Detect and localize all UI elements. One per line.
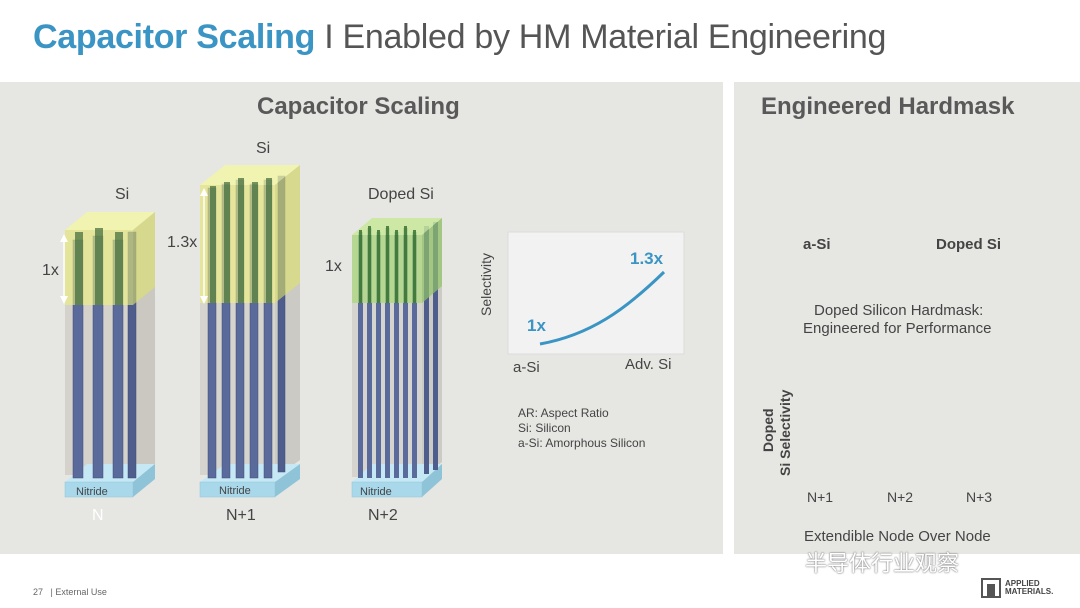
footer-text: | External Use — [50, 587, 107, 597]
col2-node-label: N+1 — [226, 507, 256, 524]
col1-top-label: Si — [115, 186, 130, 203]
col1-scale-label: 1x — [42, 262, 59, 279]
selectivity-start-label: 1x — [527, 316, 546, 335]
title-rest: I Enabled by HM Material Engineering — [315, 18, 887, 56]
doped-chart-tick-n2: N+2 — [887, 489, 914, 505]
col1-node-label: N — [92, 507, 104, 524]
col2-nitride-label: Nitride — [219, 485, 251, 497]
doped-chart-tick-n1: N+1 — [807, 489, 834, 505]
doped-chart-ylabel-line2: Si Selectivity — [777, 389, 793, 476]
capacitor-column-n1 — [199, 165, 300, 498]
page-number: 27 — [33, 587, 44, 597]
selectivity-ylabel: Selectivity — [478, 252, 494, 316]
applied-materials-logo-icon — [981, 578, 1001, 598]
selectivity-x-end: Adv. Si — [625, 356, 672, 373]
watermark: 半导体行业观察 — [805, 551, 960, 576]
doped-chart-xlabel: Extendible Node Over Node — [804, 528, 991, 545]
hardmask-caption-line2: Engineered for Performance — [803, 320, 992, 337]
selectivity-x-start: a-Si — [513, 359, 540, 376]
col3-top-label: Doped Si — [368, 186, 434, 203]
brand-line1: APPLIED — [1005, 579, 1040, 588]
slide-title: Capacitor Scaling I Enabled by HM Materi… — [33, 18, 886, 57]
brand-line2: MATERIALS. — [1005, 587, 1054, 596]
col3-nitride-label: Nitride — [360, 486, 392, 498]
doped-chart-ylabel-line1: Doped — [760, 408, 776, 452]
selectivity-chart — [507, 231, 685, 355]
note-aspect-ratio: AR: Aspect Ratio — [518, 406, 609, 420]
col3-node-label: N+2 — [368, 507, 398, 524]
col1-nitride-label: Nitride — [76, 486, 108, 498]
doped-si-cube-label: Doped Si — [936, 236, 1002, 253]
col3-scale-label: 1x — [325, 258, 342, 275]
doped-chart-tick-n3: N+3 — [966, 489, 993, 505]
title-highlight: Capacitor Scaling — [33, 18, 316, 56]
col2-top-label: Si — [256, 140, 271, 157]
capacitor-scaling-title: Capacitor Scaling — [257, 93, 460, 120]
selectivity-end-label: 1.3x — [630, 249, 664, 268]
note-amorphous-silicon: a-Si: Amorphous Silicon — [518, 436, 646, 450]
col2-scale-label: 1.3x — [167, 234, 198, 251]
note-silicon: Si: Silicon — [518, 421, 571, 435]
a-si-cube-label: a-Si — [803, 236, 831, 253]
hardmask-caption-line1: Doped Silicon Hardmask: — [814, 302, 984, 319]
capacitor-column-n — [60, 212, 155, 498]
engineered-hardmask-title: Engineered Hardmask — [761, 93, 1015, 120]
footer: 27 | External Use — [33, 587, 107, 597]
engineered-hardmask-panel — [734, 82, 1080, 554]
brand-logo: APPLIED MATERIALS. — [1005, 580, 1053, 596]
capacitor-column-n2 — [351, 218, 442, 498]
